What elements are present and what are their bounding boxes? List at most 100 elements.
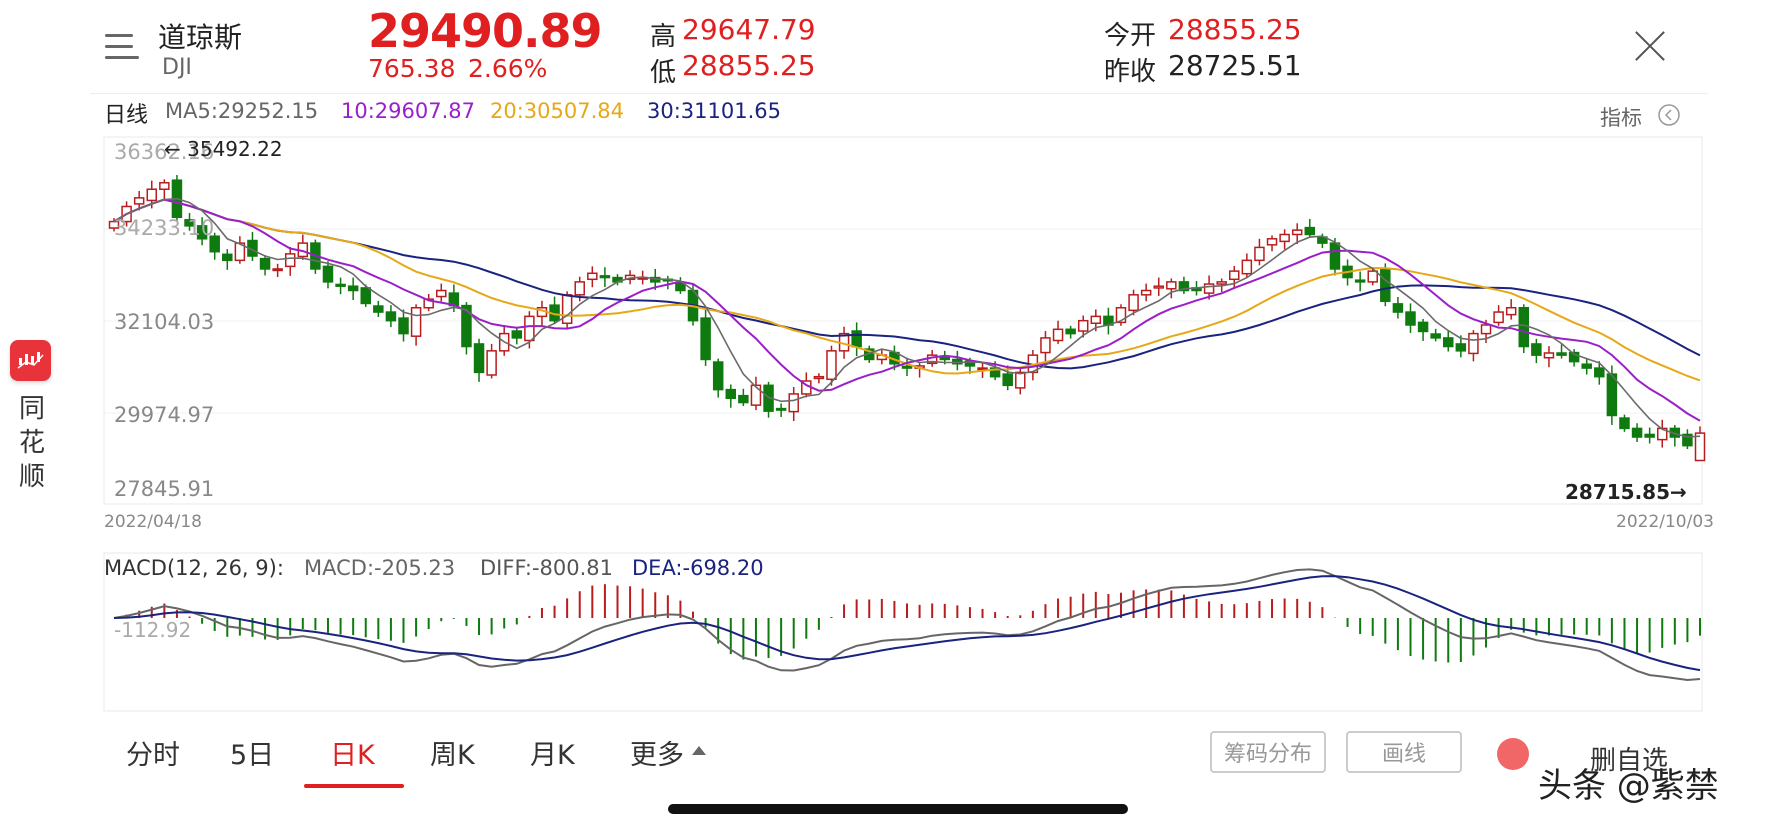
candle-body: [196, 225, 208, 240]
candle-body: [1052, 328, 1064, 342]
candle-body: [1115, 306, 1127, 324]
draw-line-button[interactable]: 画线: [1346, 731, 1462, 773]
candle-body: [712, 361, 724, 391]
macd-label: MACD(12, 26, 9):: [104, 556, 284, 580]
ma10-line: [113, 198, 1701, 422]
more-caret-icon: [692, 746, 706, 755]
candle-body: [1166, 281, 1177, 290]
candle-body: [813, 375, 825, 380]
candle-body: [1178, 281, 1190, 292]
watermark: 头条 @紫禁: [1538, 766, 1719, 806]
delete-watchlist-button[interactable]: 删自选: [1590, 746, 1669, 776]
candle-body: [1480, 324, 1492, 335]
price-tick-2: 34233.10: [114, 216, 215, 240]
price-tick-5: 27845.91: [114, 477, 215, 501]
candle-body: [423, 298, 434, 309]
candle-body: [939, 356, 951, 361]
candle-body: [1468, 332, 1479, 355]
candle-body: [826, 350, 837, 381]
active-tab-indicator: [304, 784, 404, 788]
candle-body: [1405, 311, 1416, 326]
candle-body: [1619, 417, 1630, 430]
candle-body: [1291, 229, 1303, 236]
ma30-legend: 30:31101.65: [647, 99, 781, 123]
candle-body: [511, 330, 523, 339]
candle-body: [1140, 289, 1152, 296]
candle-body: [410, 306, 422, 337]
period-label: 日线: [104, 103, 149, 128]
menu-icon[interactable]: [105, 32, 141, 62]
macd-zero-label: -112.92: [114, 618, 192, 642]
start-date: 2022/04/18: [104, 512, 202, 532]
candle-body: [1455, 343, 1467, 352]
app-logo-icon[interactable]: [10, 340, 51, 381]
tab-5day[interactable]: 5日: [230, 740, 275, 771]
candle-body: [133, 197, 145, 205]
header-divider: [90, 93, 1708, 94]
diff-value: DIFF:-800.81: [480, 556, 614, 580]
candle-body: [473, 343, 485, 374]
record-dot-icon[interactable]: [1497, 738, 1529, 770]
candle-body: [1128, 294, 1139, 312]
tab-more[interactable]: 更多: [630, 740, 684, 771]
candle-body: [725, 388, 737, 399]
indicator-arrow-icon[interactable]: [1658, 104, 1680, 126]
candle-body: [234, 242, 246, 262]
candle-body: [222, 253, 233, 262]
candle-body: [1531, 343, 1542, 356]
ma5-line: [113, 197, 1701, 438]
chip-distribution-button[interactable]: 筹码分布: [1210, 731, 1326, 773]
tab-monthly-k[interactable]: 月K: [530, 740, 575, 771]
tab-weekly-k[interactable]: 周K: [430, 740, 475, 771]
index-name: 道琼斯: [158, 21, 243, 54]
home-indicator[interactable]: [668, 804, 1128, 814]
candle-body: [1002, 373, 1013, 387]
candle-body: [1065, 328, 1076, 335]
min-price-label: 28715.85→: [1565, 480, 1687, 504]
candle-body: [322, 265, 334, 283]
candle-body: [1682, 433, 1693, 447]
tab-intraday[interactable]: 分时: [126, 740, 180, 771]
high-value: 29647.79: [682, 13, 816, 46]
candle-body: [347, 285, 359, 292]
candle-body: [1568, 351, 1580, 363]
ma10-legend: 10:29607.87: [341, 99, 475, 123]
candle-body: [587, 272, 598, 281]
candle-body: [1015, 371, 1026, 389]
open-value: 28855.25: [1168, 13, 1302, 46]
indicator-button[interactable]: 指标: [1600, 106, 1642, 130]
candle-body: [901, 365, 913, 369]
ma5-legend: MA5:29252.15: [165, 99, 319, 123]
candle-body: [574, 281, 585, 296]
candle-body: [524, 315, 535, 342]
candle-body: [1644, 433, 1655, 438]
candle-body: [989, 367, 1001, 378]
candle-body: [1279, 233, 1290, 243]
candle-body: [1153, 285, 1164, 289]
low-label: 低: [650, 58, 677, 88]
price-tick-4: 29974.97: [114, 403, 215, 427]
candle-body: [1254, 246, 1265, 262]
ma30-line: [113, 198, 1701, 370]
candle-body: [1392, 303, 1404, 313]
candle-body: [1354, 279, 1366, 283]
candle-body: [700, 317, 711, 361]
app-name: 同花顺: [18, 394, 45, 492]
candle-body: [146, 188, 158, 202]
candle-body: [1229, 270, 1240, 281]
candle-body: [1417, 321, 1429, 333]
price-change: 765.38: [368, 54, 456, 83]
price-change-pct: 2.66%: [468, 54, 548, 83]
tab-daily-k[interactable]: 日K: [330, 740, 375, 771]
dea-value: DEA:-698.20: [632, 556, 764, 580]
candle-body: [284, 253, 296, 268]
candle-body: [1077, 319, 1089, 332]
candle-body: [1606, 373, 1618, 417]
candle-body: [738, 394, 749, 404]
candle-body: [1581, 363, 1592, 369]
candle-body: [209, 235, 220, 253]
candle-body: [1631, 427, 1643, 438]
low-value: 28855.25: [682, 49, 816, 82]
